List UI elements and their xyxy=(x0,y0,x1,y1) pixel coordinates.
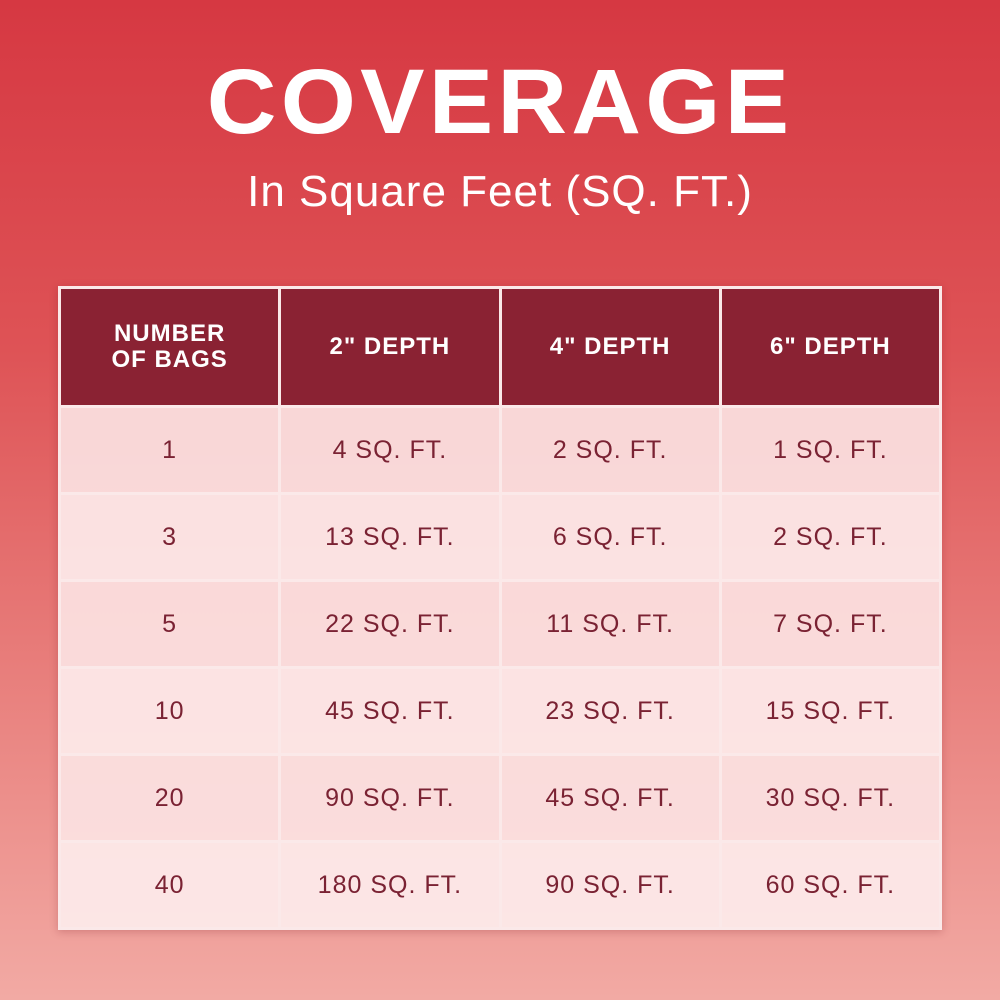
table-cell: 40 xyxy=(57,840,282,930)
table-cell: 4 SQ. FT. xyxy=(278,405,502,495)
table-cell: 45 SQ. FT. xyxy=(498,753,722,843)
table-cell: 20 xyxy=(57,753,282,843)
table-cell: 45 SQ. FT. xyxy=(278,666,502,756)
column-header: 2" DEPTH xyxy=(278,286,502,408)
table-row: 20 90 SQ. FT. 45 SQ. FT. 30 SQ. FT. xyxy=(57,753,943,843)
column-header: 4" DEPTH xyxy=(498,286,722,408)
subtitle: In Square Feet (SQ. FT.) xyxy=(247,167,753,216)
table-row: 3 13 SQ. FT. 6 SQ. FT. 2 SQ. FT. xyxy=(57,492,943,582)
column-header-text: 4" DEPTH xyxy=(549,333,671,360)
column-header-text: 6" DEPTH xyxy=(770,333,891,360)
coverage-table: NUMBER OF BAGS 2" DEPTH 4" DEPTH 6" DEPTH 1 4… xyxy=(57,286,943,930)
table-cell: 10 xyxy=(57,666,282,756)
table-cell: 180 SQ. FT. xyxy=(278,840,502,930)
table-cell: 1 xyxy=(57,405,282,495)
table-cell: 30 SQ. FT. xyxy=(718,753,943,843)
table-cell: 2 SQ. FT. xyxy=(718,492,943,582)
column-header-text: 2" DEPTH xyxy=(329,333,451,360)
table-cell: 5 xyxy=(57,579,282,669)
table-cell: 1 SQ. FT. xyxy=(718,405,943,495)
table-cell: 23 SQ. FT. xyxy=(498,666,722,756)
table-cell: 13 SQ. FT. xyxy=(278,492,502,582)
table-cell: 6 SQ. FT. xyxy=(498,492,722,582)
table-cell: 90 SQ. FT. xyxy=(498,840,722,930)
table-cell: 2 SQ. FT. xyxy=(498,405,722,495)
table-cell: 7 SQ. FT. xyxy=(718,579,943,669)
title: COVERAGE xyxy=(206,51,794,153)
column-header: NUMBER OF BAGS xyxy=(57,286,282,408)
table-cell: 3 xyxy=(57,492,282,582)
table-cell: 90 SQ. FT. xyxy=(278,753,502,843)
column-header-text: NUMBER OF BAGS xyxy=(111,320,228,373)
table-row: 5 22 SQ. FT. 11 SQ. FT. 7 SQ. FT. xyxy=(57,579,943,669)
table-cell: 15 SQ. FT. xyxy=(718,666,943,756)
column-header: 6" DEPTH xyxy=(718,286,943,408)
table-row: 40 180 SQ. FT. 90 SQ. FT. 60 SQ. FT. xyxy=(57,840,943,930)
table-cell: 22 SQ. FT. xyxy=(278,579,502,669)
table-cell: 60 SQ. FT. xyxy=(718,840,943,930)
table-row: 10 45 SQ. FT. 23 SQ. FT. 15 SQ. FT. xyxy=(57,666,943,756)
table-cell: 11 SQ. FT. xyxy=(498,579,722,669)
